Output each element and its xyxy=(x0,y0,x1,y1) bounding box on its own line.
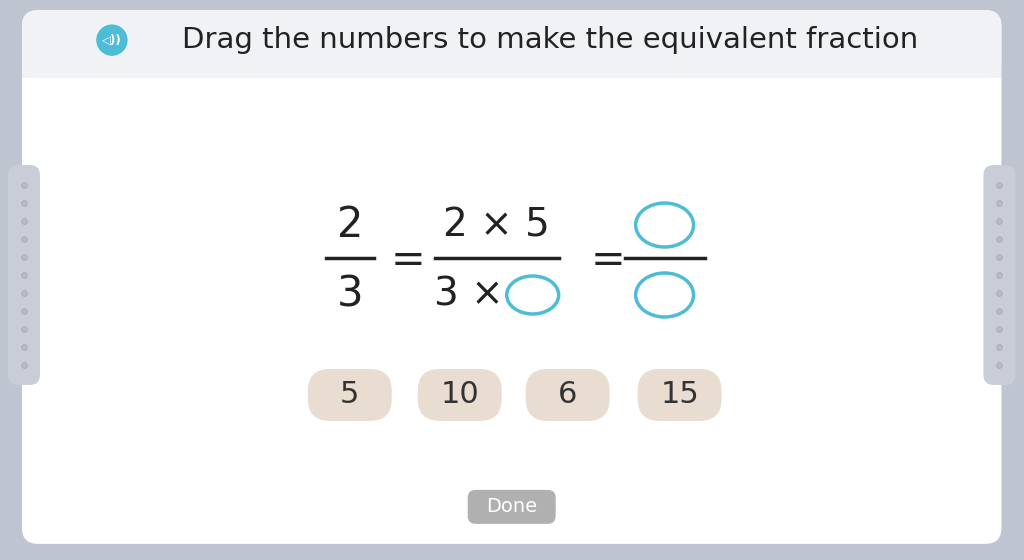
FancyBboxPatch shape xyxy=(8,165,40,385)
Ellipse shape xyxy=(507,276,559,314)
Text: ◁)): ◁)) xyxy=(102,34,122,46)
FancyBboxPatch shape xyxy=(22,10,1001,78)
Text: 5: 5 xyxy=(340,380,359,409)
Text: =: = xyxy=(390,239,425,281)
Text: 6: 6 xyxy=(558,380,578,409)
Text: 2: 2 xyxy=(337,204,362,246)
Text: 10: 10 xyxy=(440,380,479,409)
Text: Drag the numbers to make the equivalent fraction: Drag the numbers to make the equivalent … xyxy=(181,26,918,54)
FancyBboxPatch shape xyxy=(22,10,1001,544)
FancyBboxPatch shape xyxy=(418,369,502,421)
FancyBboxPatch shape xyxy=(525,369,609,421)
FancyBboxPatch shape xyxy=(468,490,556,524)
Ellipse shape xyxy=(636,273,693,317)
Text: Done: Done xyxy=(486,497,538,516)
Ellipse shape xyxy=(636,203,693,247)
FancyBboxPatch shape xyxy=(638,369,722,421)
FancyBboxPatch shape xyxy=(308,369,392,421)
Text: =: = xyxy=(590,239,625,281)
FancyBboxPatch shape xyxy=(983,165,1016,385)
Text: 2 × 5: 2 × 5 xyxy=(443,206,550,244)
FancyBboxPatch shape xyxy=(22,50,1001,78)
Text: 15: 15 xyxy=(660,380,699,409)
Text: 3: 3 xyxy=(337,274,364,316)
Circle shape xyxy=(97,25,127,55)
Text: 3 ×: 3 × xyxy=(434,276,504,314)
